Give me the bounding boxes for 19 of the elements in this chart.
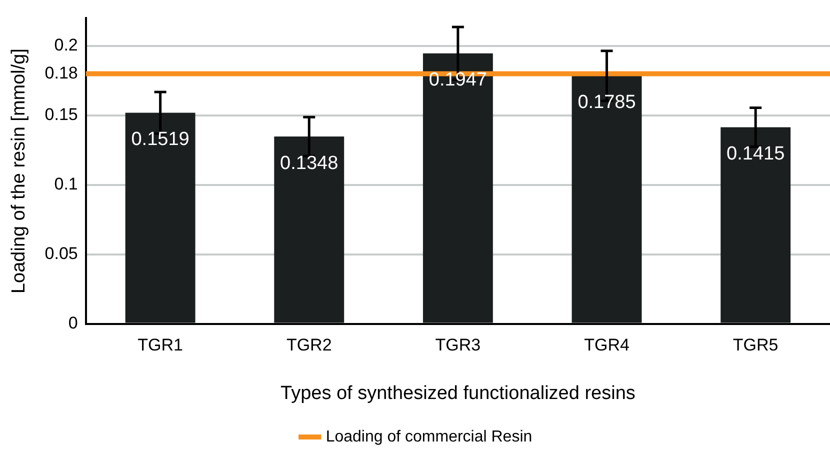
y-tick-label: 0.18 [44,63,78,82]
y-axis-title: Loading of the resin [mmol/g] [8,48,30,294]
data-label: 0.1947 [428,70,488,91]
data-label: 0.1785 [578,92,636,114]
y-tick-label: 0.05 [44,244,78,264]
y-tick-label: 0.1 [54,174,78,194]
x-tick-label: TGR1 [138,336,183,355]
data-label: 0.1415 [726,143,785,164]
x-tick-label: TGR5 [732,336,778,355]
data-label: 0.1348 [280,152,338,174]
x-tick-label: TGR3 [435,336,481,355]
y-tick-label: 0 [68,313,78,332]
legend-label: Loading of commercial Resin [326,428,532,446]
data-label: 0.1519 [131,129,190,150]
x-tick-label: TGR2 [286,336,332,355]
y-tick-label: 0.2 [54,36,78,55]
y-tick-label: 0.15 [44,105,78,124]
x-tick-label: TGR4 [584,336,630,355]
x-axis-title: Types of synthesized functionalized resins [280,382,636,404]
